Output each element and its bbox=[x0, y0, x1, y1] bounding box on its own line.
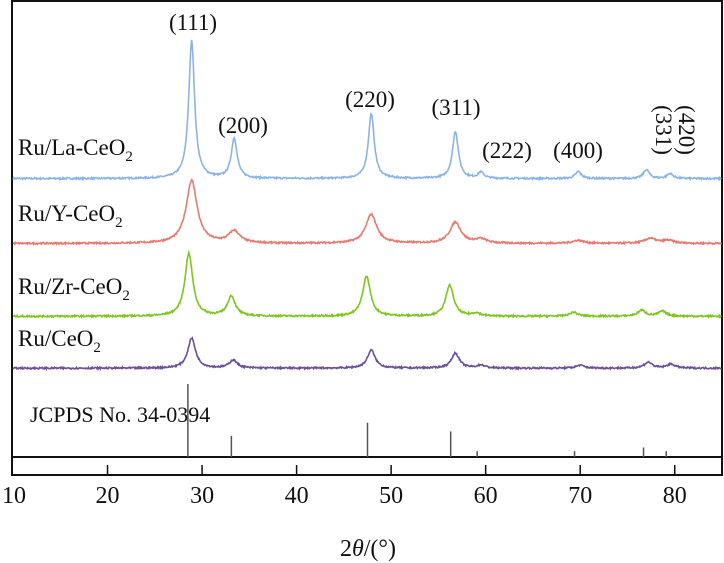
series-line bbox=[12, 178, 723, 247]
x-axis-label: 2θ/(°) bbox=[340, 536, 396, 562]
series-line bbox=[12, 249, 722, 320]
series-line bbox=[12, 39, 722, 182]
series-label: Ru/Y-CeO2 bbox=[18, 201, 123, 231]
series-line bbox=[12, 336, 723, 372]
annotation-222: (222) bbox=[482, 138, 532, 163]
reference-label: JCPDS No. 34-0394 bbox=[30, 402, 210, 427]
x-tick-label: 80 bbox=[663, 483, 687, 509]
x-tick-label: 50 bbox=[379, 483, 403, 509]
annotation-311: (311) bbox=[432, 95, 481, 120]
x-tick-label: 60 bbox=[474, 483, 498, 509]
x-tick-label: 30 bbox=[190, 483, 214, 509]
annotation-420: (420) bbox=[674, 105, 699, 155]
x-tick-label: 20 bbox=[96, 483, 120, 509]
x-tick-label: 10 bbox=[2, 483, 26, 509]
annotation-200: (200) bbox=[218, 113, 268, 138]
annotation-111: (111) bbox=[169, 10, 217, 35]
annotation-331: (331) bbox=[651, 105, 676, 155]
x-tick-label: 40 bbox=[285, 483, 309, 509]
series-label: Ru/CeO2 bbox=[18, 326, 101, 356]
annotation-220: (220) bbox=[345, 87, 395, 112]
x-tick-label: 70 bbox=[568, 483, 592, 509]
annotation-400: (400) bbox=[553, 138, 603, 163]
series-label: Ru/Zr-CeO2 bbox=[18, 274, 130, 304]
series-label: Ru/La-CeO2 bbox=[18, 135, 133, 165]
